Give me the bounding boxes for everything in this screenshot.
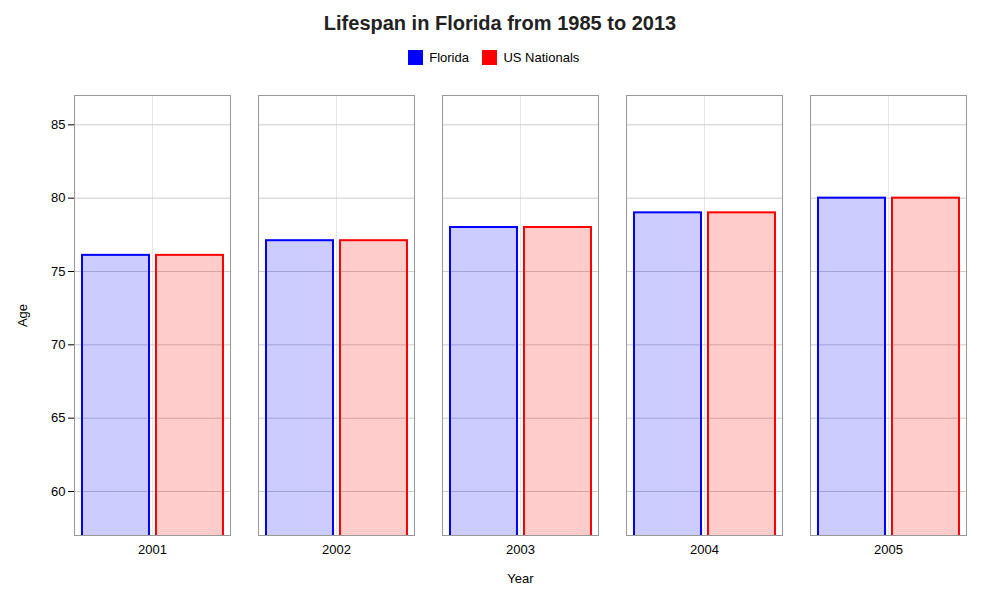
html-text:Lifespan in Florida from 1985: Lifespan in Florida from 1985 to 2013 [323, 12, 677, 34]
svg-text:80: 80 [51, 190, 65, 205]
svg-text:2004: 2004 [690, 541, 719, 556]
svg-text:60: 60 [51, 483, 65, 498]
svg-text:70: 70 [51, 336, 65, 351]
svg-text:2002: 2002 [322, 541, 351, 556]
svg-text:85: 85 [51, 116, 65, 131]
svg-text:65: 65 [51, 410, 65, 425]
svg-text:2003: 2003 [506, 541, 535, 556]
html-text:Florida: Florida [429, 50, 469, 65]
html-text:US Nationals: US Nationals [503, 50, 580, 65]
svg-text:2001: 2001 [138, 541, 167, 556]
svg-text:Year: Year [507, 570, 534, 585]
svg-text:75: 75 [51, 263, 65, 278]
svg-text:2005: 2005 [874, 541, 903, 556]
svg-text:Age: Age [15, 303, 30, 326]
